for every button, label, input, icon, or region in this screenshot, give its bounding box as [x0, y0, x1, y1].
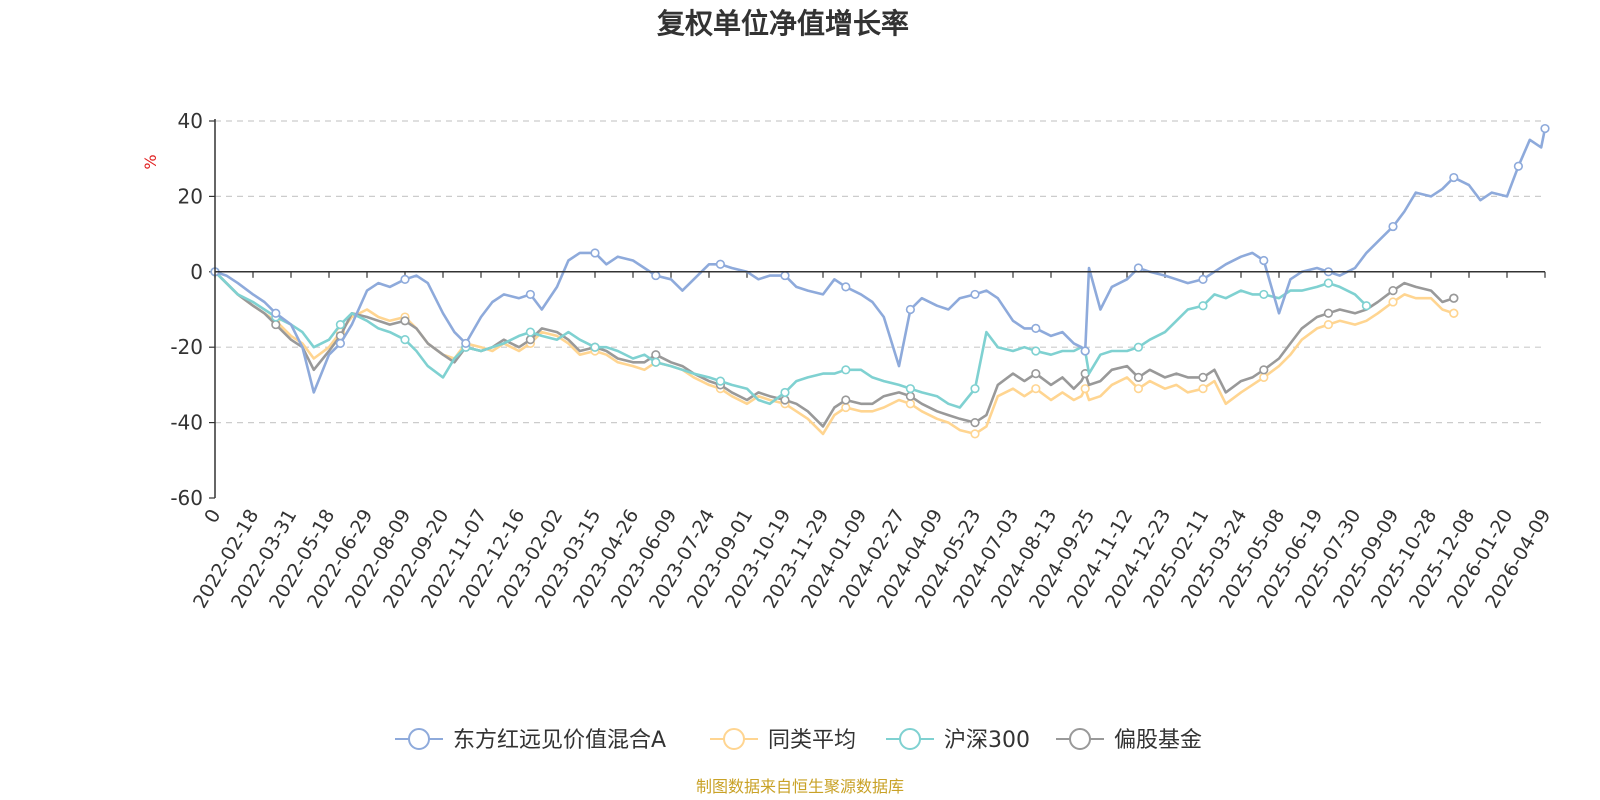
data-point: [400, 335, 410, 345]
data-point: [271, 319, 281, 330]
data-point: [905, 304, 916, 315]
legend-label: 偏股基金: [1114, 728, 1202, 753]
chart-title: 复权单位净值增长率: [657, 7, 909, 40]
data-point: [335, 319, 346, 330]
data-point: [1198, 384, 1208, 394]
data-point: [1449, 308, 1459, 318]
y-axis-label: %: [141, 154, 160, 169]
data-point: [905, 391, 916, 401]
data-point: [525, 327, 536, 337]
legend-item-3[interactable]: 偏股基金: [1056, 728, 1202, 753]
data-point: [1449, 172, 1459, 183]
data-point: [841, 365, 851, 375]
data-point: [651, 350, 661, 360]
data-point: [841, 395, 851, 405]
data-point: [715, 259, 726, 269]
data-point: [271, 308, 281, 318]
data-point: [970, 384, 980, 394]
series-line-0: [214, 128, 1547, 394]
data-point: [1259, 255, 1269, 266]
y-tick-label: 40: [178, 109, 203, 133]
y-tick-label: -20: [170, 335, 203, 359]
data-point: [651, 357, 661, 367]
data-point: [970, 289, 980, 300]
data-point: [651, 270, 661, 281]
data-point: [1323, 319, 1333, 330]
series-line-2: [214, 270, 1368, 409]
legend-marker: [408, 728, 430, 750]
data-point: [1259, 365, 1269, 375]
data-point: [335, 338, 346, 349]
data-point: [1259, 289, 1269, 300]
legend-marker: [723, 728, 745, 750]
data-point: [1323, 308, 1333, 318]
x-tick-label: 0: [200, 506, 225, 527]
data-point: [1133, 372, 1143, 382]
data-point: [1133, 263, 1143, 273]
data-point: [780, 395, 790, 405]
y-axis-ticks: 40 20 0 -20 -40 -60: [170, 109, 215, 510]
data-point: [1198, 372, 1208, 382]
data-point: [1361, 301, 1371, 311]
data-point: [905, 399, 916, 409]
data-point: [1540, 123, 1550, 134]
data-point: [841, 282, 851, 292]
legend-label: 沪深300: [944, 728, 1030, 753]
legend-item-1[interactable]: 同类平均: [710, 728, 856, 753]
data-point: [400, 274, 410, 284]
data-point: [1449, 293, 1459, 303]
data-point: [1133, 342, 1143, 352]
grid-lines: [215, 120, 1545, 424]
legend: 东方红远见价值混合A 同类平均 沪深300 偏股基金: [395, 728, 1202, 753]
y-tick-label: 20: [178, 184, 203, 208]
data-point: [905, 384, 916, 394]
data-point: [590, 248, 600, 258]
data-point: [780, 270, 790, 281]
data-point: [400, 316, 410, 326]
data-point: [1259, 372, 1269, 382]
data-point: [970, 429, 980, 439]
data-point: [841, 402, 851, 413]
data-point: [1080, 346, 1090, 356]
data-point: [1031, 368, 1041, 379]
data-point: [1031, 346, 1041, 356]
legend-item-0[interactable]: 东方红远见价值混合A: [395, 728, 666, 753]
y-tick-label: -40: [170, 411, 203, 435]
data-point: [1198, 301, 1208, 311]
data-point: [1133, 384, 1143, 394]
data-point: [1031, 384, 1041, 394]
legend-label: 东方红远见价值混合A: [453, 728, 666, 753]
data-point: [1388, 286, 1398, 296]
data-point: [525, 289, 536, 300]
data-point: [1388, 221, 1398, 232]
data-point: [590, 342, 600, 352]
data-point: [1080, 384, 1090, 394]
y-tick-label: -60: [170, 486, 203, 510]
data-point: [1388, 297, 1398, 307]
plot-area: [210, 123, 1550, 439]
source-note: 制图数据来自恒生聚源数据库: [696, 777, 904, 796]
data-point: [525, 335, 536, 345]
data-point: [780, 387, 790, 398]
data-point: [1031, 323, 1041, 333]
legend-marker: [1069, 728, 1091, 750]
legend-marker: [899, 728, 921, 750]
data-point: [1198, 274, 1208, 284]
legend-item-2[interactable]: 沪深300: [886, 728, 1030, 753]
data-point: [461, 338, 471, 349]
y-tick-label: 0: [190, 260, 203, 284]
data-point: [1323, 278, 1333, 288]
data-point: [1513, 161, 1523, 171]
data-point: [715, 376, 726, 386]
legend-label: 同类平均: [768, 728, 856, 753]
data-point: [970, 418, 980, 428]
